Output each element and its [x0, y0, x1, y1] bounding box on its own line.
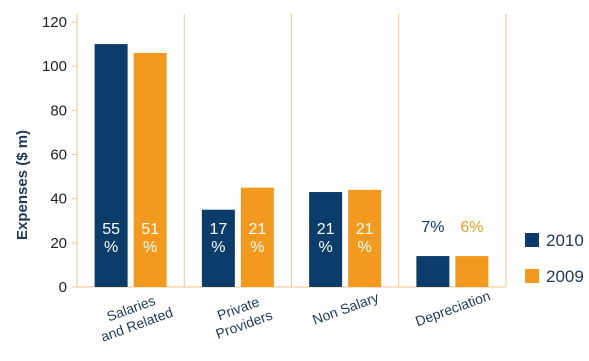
bar-2009 [240, 187, 274, 287]
data-labels: 55 % 51 % 17 % 21 % 21 % 21 % 7% 6% [102, 219, 483, 256]
svg-text:PrivateProviders: PrivateProviders [208, 291, 275, 342]
y-tick-label: 60 [50, 147, 67, 164]
bar-2010 [94, 44, 128, 288]
y-tick-label: 80 [50, 102, 67, 119]
data-label: 55% [102, 221, 120, 256]
data-label: 51% [141, 221, 159, 256]
y-tick-label: 100 [42, 58, 67, 75]
bar-2010 [416, 256, 450, 287]
x-category-label: Depreciation [413, 287, 492, 329]
y-tick-label: 120 [42, 14, 67, 31]
x-category-label: PrivateProviders [208, 291, 275, 342]
svg-text:Salariesand Related: Salariesand Related [93, 288, 175, 345]
y-tick-label: 20 [50, 235, 67, 252]
data-label: 17% [209, 221, 227, 256]
y-tick-label: 0 [59, 279, 67, 296]
legend-swatch [525, 269, 539, 283]
x-category-label: Salariesand Related [93, 288, 175, 345]
data-label: 21% [248, 221, 266, 256]
bar-2010 [201, 209, 235, 287]
bar-2010 [309, 192, 343, 287]
legend-label: 2009 [546, 267, 584, 286]
bar-2009 [455, 256, 489, 287]
axes: 0 20 40 60 80 100 120 [42, 14, 506, 296]
bar-2009 [133, 52, 167, 287]
legend-item-2010: 2010 [525, 231, 584, 250]
data-label: 6% [460, 219, 483, 236]
x-category-label: Non Salary [310, 289, 381, 328]
data-label: 21% [356, 221, 374, 256]
y-tick-label: 40 [50, 191, 67, 208]
x-axis-categories: Salariesand Related PrivateProviders Non S… [93, 287, 493, 345]
svg-text:Non Salary: Non Salary [310, 289, 381, 328]
svg-text:Depreciation: Depreciation [413, 287, 492, 329]
legend: 2010 2009 [525, 231, 584, 286]
legend-swatch [525, 233, 539, 247]
legend-label: 2010 [546, 231, 584, 250]
bars [94, 44, 489, 288]
data-label: 21% [317, 221, 335, 256]
bar-2009 [348, 189, 382, 287]
data-label: 7% [421, 219, 444, 236]
legend-item-2009: 2009 [525, 267, 584, 286]
y-axis-label: Expenses ($ m) [14, 130, 31, 240]
